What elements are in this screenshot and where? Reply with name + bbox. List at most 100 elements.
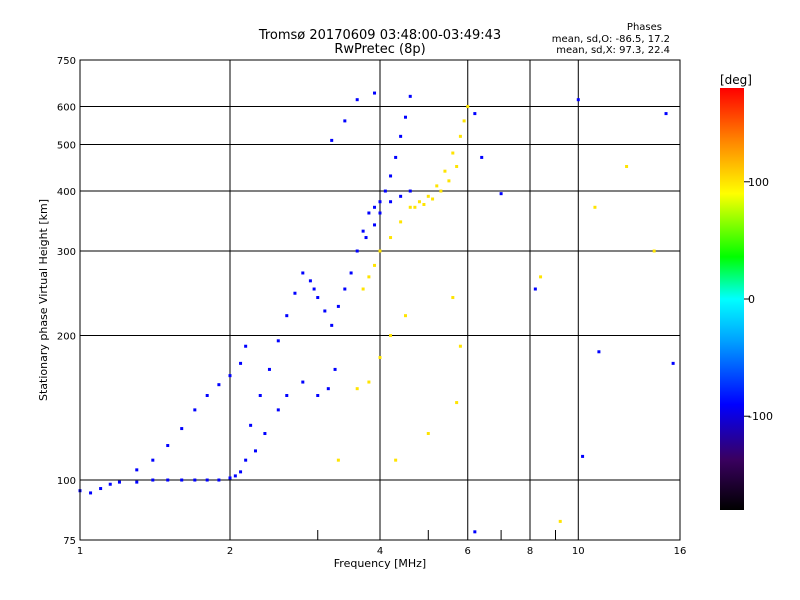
data-point	[180, 427, 184, 431]
data-point	[108, 482, 112, 486]
data-point	[373, 205, 377, 209]
phase-stats-x: mean, sd,X: 97.3, 22.4	[556, 45, 670, 56]
data-point	[408, 205, 412, 209]
data-point	[539, 275, 543, 279]
data-point	[193, 408, 197, 412]
y-tick-label: 750	[57, 56, 76, 67]
data-point	[499, 192, 503, 196]
data-point	[276, 408, 280, 412]
y-tick-label: 400	[57, 187, 76, 198]
data-point	[253, 449, 257, 453]
colorbar-tick-label: 100	[748, 176, 769, 189]
data-point	[389, 200, 393, 204]
data-point	[625, 164, 629, 168]
data-point	[361, 287, 365, 291]
data-point	[458, 344, 462, 348]
x-tick-label: 6	[465, 546, 471, 557]
data-point	[330, 323, 334, 327]
data-point	[399, 220, 403, 224]
data-point	[439, 189, 443, 193]
data-point	[217, 478, 221, 482]
data-point	[373, 223, 377, 227]
colorbar-ticks: 100 0 -100	[744, 176, 773, 423]
grid-layer	[79, 59, 681, 541]
data-point	[239, 361, 243, 365]
data-point	[581, 454, 585, 458]
data-point	[333, 367, 337, 371]
data-point	[293, 291, 297, 295]
data-point	[228, 374, 232, 378]
data-point	[389, 334, 393, 338]
data-point	[652, 249, 656, 253]
x-tick-label: 2	[227, 546, 233, 557]
data-point	[249, 423, 253, 427]
data-point	[228, 476, 232, 480]
data-point	[285, 394, 289, 398]
data-point	[239, 470, 243, 474]
points-layer	[78, 91, 675, 534]
colorbar-tick-label: 0	[748, 293, 755, 306]
data-point	[361, 229, 365, 233]
chart-title: Tromsø 20170609 03:48:00-03:49:43	[258, 28, 502, 43]
data-point	[378, 211, 382, 215]
data-point	[480, 155, 484, 159]
data-point	[343, 119, 347, 123]
x-axis-label: Frequency [MHz]	[334, 557, 426, 570]
data-point	[451, 296, 455, 300]
x-tick-label: 4	[377, 546, 383, 557]
data-point	[151, 478, 155, 482]
data-point	[399, 134, 403, 138]
data-point	[312, 287, 316, 291]
data-point	[367, 275, 371, 279]
colorbar-unit-label: [deg]	[720, 73, 752, 87]
data-point	[180, 478, 184, 482]
data-point	[466, 105, 470, 109]
x-tick-label: 8	[527, 546, 533, 557]
data-point	[263, 432, 267, 436]
data-point	[373, 263, 377, 267]
data-point	[323, 309, 327, 313]
data-point	[671, 361, 675, 365]
data-point	[443, 169, 447, 173]
data-point	[217, 383, 221, 387]
data-point	[166, 444, 170, 448]
data-point	[244, 458, 248, 462]
data-point	[389, 236, 393, 240]
data-point	[355, 249, 359, 253]
data-point	[394, 458, 398, 462]
data-point	[285, 314, 289, 318]
data-point	[378, 200, 382, 204]
y-tick-label: 100	[57, 476, 76, 487]
data-point	[664, 112, 668, 116]
data-point	[447, 179, 451, 183]
phase-stats-o: mean, sd,O: -86.5, 17.2	[551, 34, 670, 45]
data-point	[117, 480, 121, 484]
data-point	[389, 174, 393, 178]
y-tick-label: 500	[57, 141, 76, 152]
data-point	[89, 491, 93, 495]
data-point	[378, 355, 382, 359]
data-point	[408, 189, 412, 193]
chart-subtitle: RwPretec (8p)	[334, 42, 426, 57]
data-point	[308, 279, 312, 283]
data-point	[258, 394, 262, 398]
data-point	[336, 458, 340, 462]
plot-frame	[79, 59, 681, 541]
data-point	[451, 151, 455, 155]
data-point	[205, 478, 209, 482]
data-point	[435, 184, 439, 188]
data-point	[455, 164, 459, 168]
data-point	[135, 468, 139, 472]
data-point	[349, 271, 353, 275]
data-point	[422, 202, 426, 206]
y-tick-label: 600	[57, 103, 76, 114]
data-point	[233, 474, 237, 478]
data-point	[316, 296, 320, 300]
data-point	[330, 138, 334, 142]
data-point	[473, 530, 477, 534]
y-tick-labels: 75 100 200 300 400 500 600 750	[57, 56, 76, 547]
data-point	[135, 480, 139, 484]
data-point	[343, 287, 347, 291]
phase-colorbar	[720, 88, 744, 510]
